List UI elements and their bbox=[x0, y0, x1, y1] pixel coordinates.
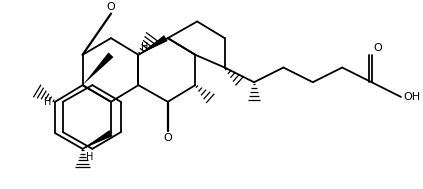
Text: O: O bbox=[374, 43, 382, 53]
Text: H: H bbox=[44, 97, 51, 107]
Polygon shape bbox=[138, 35, 168, 55]
Text: H: H bbox=[141, 42, 149, 52]
Text: OH: OH bbox=[403, 92, 420, 102]
Text: O: O bbox=[107, 2, 115, 12]
Text: O: O bbox=[163, 133, 172, 143]
Polygon shape bbox=[82, 130, 113, 149]
Polygon shape bbox=[82, 52, 113, 85]
Text: H: H bbox=[85, 152, 93, 162]
